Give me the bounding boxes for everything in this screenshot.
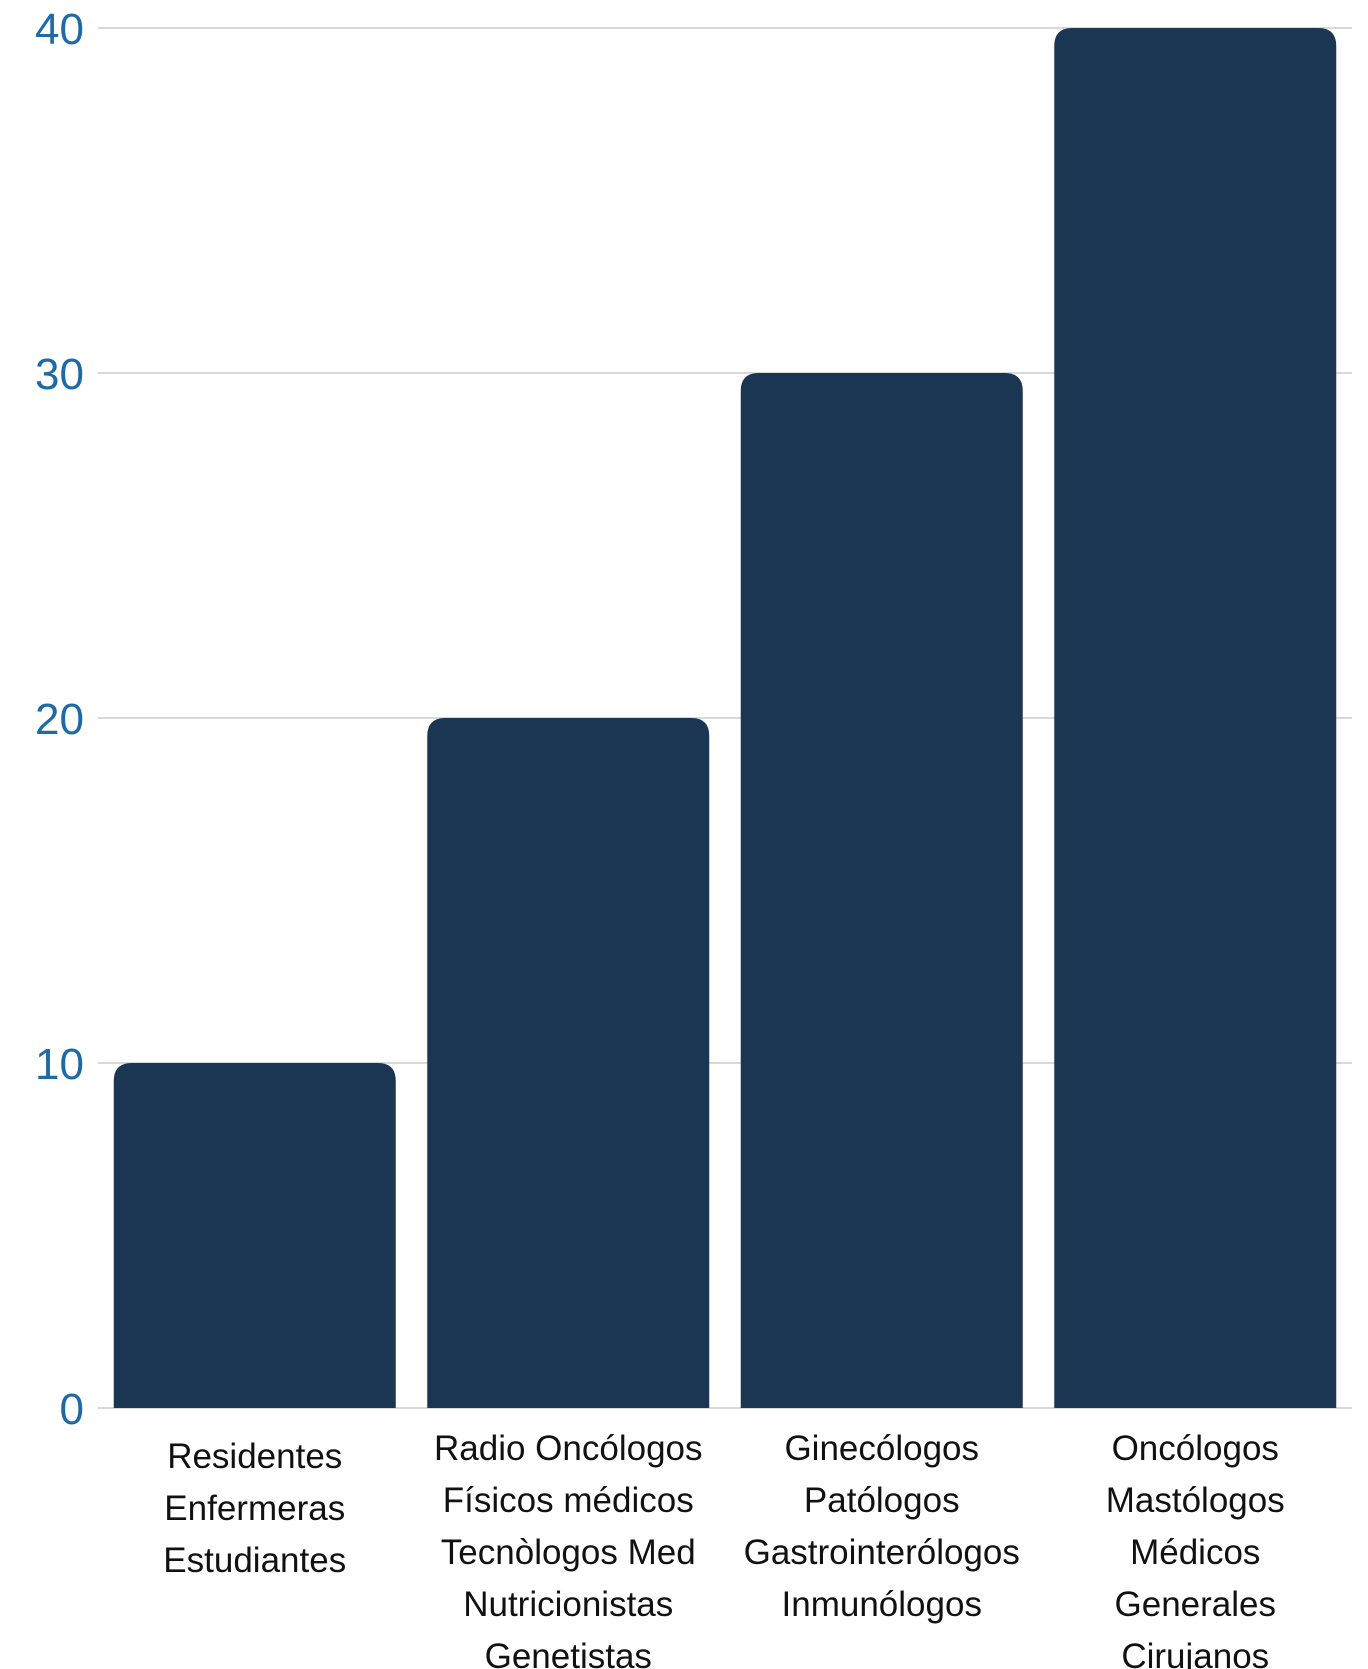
category-label-line: Cirujanos [1121,1637,1269,1669]
category-label-line: Inmunólogos [782,1585,982,1624]
category-label-line: Físicos médicos [443,1481,694,1520]
category-label-line: Mastólogos [1106,1481,1285,1520]
category-label-line: Genetistas [485,1637,652,1669]
bar-1 [113,1063,396,1408]
category-label-line: Ginecólogos [784,1429,979,1468]
category-label-4: Oncólogos Mastólogos Médicos Generales Ciruj… [1106,1429,1285,1669]
category-label-line: Tecnòlogos Med [441,1533,696,1572]
bar-3 [740,373,1023,1408]
category-label-1: Residentes Enfermeras Estudiantes [163,1437,346,1580]
category-label-line: Gastrointerólogos [744,1533,1020,1572]
category-label-line: Patólogos [804,1481,960,1520]
y-tick-label: 20 [35,695,84,744]
category-label-line: Residentes [167,1437,342,1476]
category-label-line: Enfermeras [164,1489,345,1528]
y-axis-ticks: 0 10 20 30 40 [35,5,84,1434]
category-label-line: Oncólogos [1112,1429,1279,1468]
y-tick-label: 40 [35,5,84,54]
category-label-line: Generales [1115,1585,1276,1624]
y-tick-label: 10 [35,1040,84,1089]
category-label-line: Radio Oncólogos [434,1429,703,1468]
category-label-line: Estudiantes [163,1541,346,1580]
bar-4 [1054,28,1337,1408]
bars [113,28,1337,1408]
category-label-line: Nutricionistas [463,1585,673,1624]
category-label-2: Radio Oncólogos Físicos médicos Tecnòlogos… [434,1429,703,1669]
bar-2 [427,718,710,1408]
category-label-3: Ginecólogos Patólogos Gastrointerólogos Inm… [744,1429,1020,1624]
y-tick-label: 0 [60,1385,84,1434]
x-axis-labels: Residentes Enfermeras Estudiantes Radio Onc… [163,1429,1284,1669]
y-tick-label: 30 [35,350,84,399]
category-label-line: Médicos [1130,1533,1260,1572]
